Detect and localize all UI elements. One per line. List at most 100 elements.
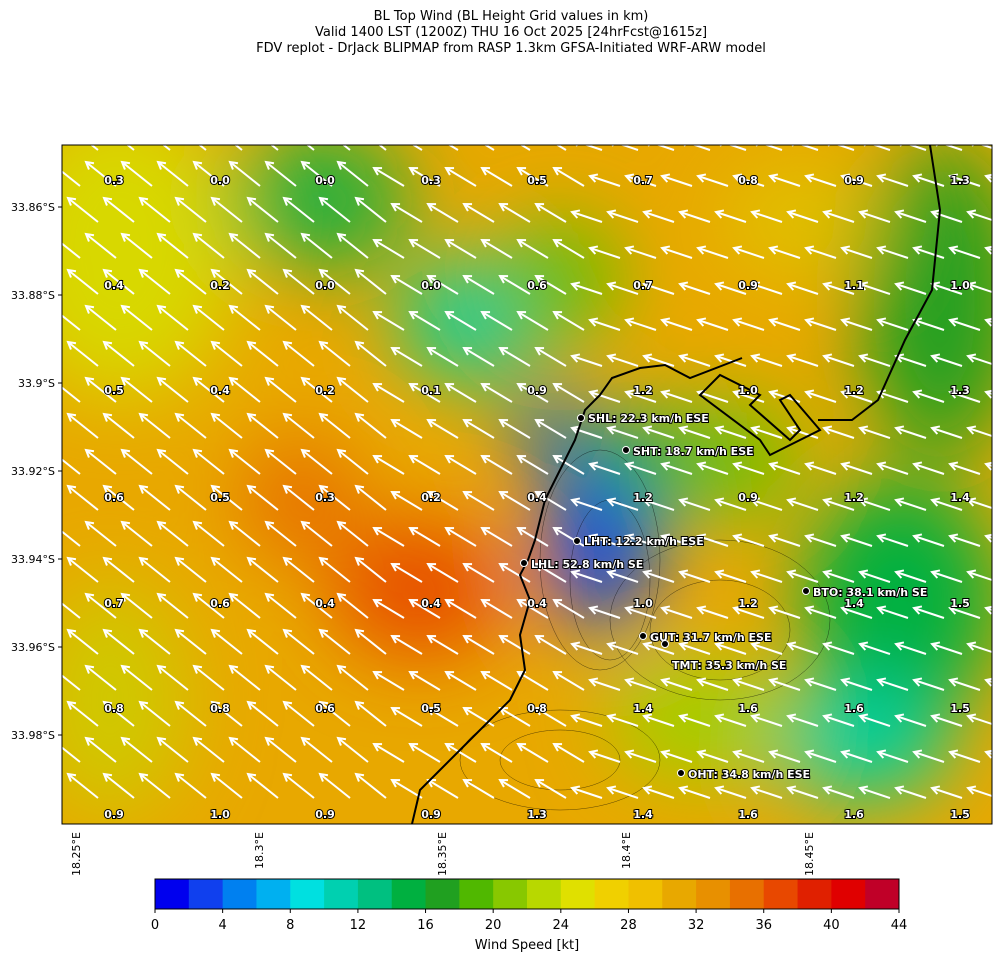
grid-value: 0.2 — [315, 384, 335, 397]
grid-value: 1.5 — [950, 808, 970, 821]
wind-arrow — [912, 533, 945, 547]
wind-arrow — [948, 389, 981, 403]
wind-arrow — [930, 641, 963, 655]
station-marker — [573, 537, 581, 545]
wind-arrow — [426, 490, 459, 511]
wind-arrow — [606, 713, 639, 727]
wind-arrow — [534, 706, 567, 727]
colorbar-segment — [493, 879, 528, 909]
wind-arrow — [768, 533, 801, 547]
wind-arrow — [426, 346, 459, 367]
wind-arrow — [624, 245, 657, 259]
colorbar-segment — [560, 879, 596, 909]
wind-arrow — [156, 592, 189, 619]
wind-arrow — [786, 713, 819, 727]
grid-value: 1.4 — [633, 808, 653, 821]
wind-arrow — [696, 461, 729, 475]
wind-arrow — [264, 592, 297, 619]
wind-arrow — [156, 232, 189, 259]
wind-arrow — [714, 713, 747, 727]
wind-arrow — [444, 310, 477, 331]
wind-arrow — [156, 736, 189, 763]
wind-arrow — [791, 145, 819, 151]
wind-arrow — [966, 713, 992, 726]
wind-arrow — [719, 145, 747, 151]
wind-arrow — [755, 145, 783, 151]
wind-arrow — [102, 412, 135, 439]
wind-arrow — [174, 268, 207, 295]
title-line: FDV replot - DrJack BLIPMAP from RASP 1.… — [256, 41, 766, 56]
wind-arrow — [786, 569, 819, 583]
wind-arrow — [480, 670, 513, 691]
grid-value: 1.0 — [210, 808, 230, 821]
colorbar-tick-label: 44 — [891, 918, 908, 933]
wind-arrow — [840, 533, 873, 547]
wind-arrow — [876, 461, 909, 475]
colorbar-segment — [459, 879, 494, 909]
colorbar-segment — [527, 879, 562, 909]
grid-value: 0.8 — [527, 702, 547, 715]
grid-value: 1.6 — [738, 702, 758, 715]
colorbar-segment — [628, 879, 663, 909]
wind-arrow — [642, 497, 675, 511]
wind-arrow — [534, 202, 567, 223]
wind-arrow — [840, 173, 873, 187]
wind-arrow — [642, 209, 675, 223]
wind-arrow — [66, 556, 99, 583]
wind-arrow — [750, 785, 783, 799]
wind-arrow — [966, 425, 992, 438]
wind-arrow — [174, 628, 207, 655]
wind-arrow — [156, 664, 189, 691]
colorbar-tick-label: 16 — [417, 918, 434, 933]
wind-arrow — [678, 785, 711, 799]
wind-arrow — [516, 382, 549, 403]
wind-arrow — [282, 340, 315, 367]
wind-arrow — [192, 664, 225, 691]
station-label: TMT: 35.3 km/h SE — [672, 659, 786, 672]
wind-arrow — [336, 304, 369, 331]
wind-arrow — [480, 238, 513, 259]
wind-arrow — [156, 304, 189, 331]
wind-arrow — [516, 310, 549, 331]
wind-arrow — [714, 569, 747, 583]
wind-arrow — [984, 173, 992, 183]
wind-arrow — [516, 454, 549, 475]
wind-arrow — [642, 713, 675, 727]
wind-arrow — [408, 238, 441, 259]
wind-arrow — [606, 209, 639, 223]
wind-arrow — [246, 772, 279, 799]
wind-arrow — [228, 736, 261, 763]
wind-arrow — [804, 677, 837, 691]
wind-arrow — [984, 677, 992, 687]
grid-value: 1.3 — [950, 384, 970, 397]
wind-arrow — [678, 641, 711, 655]
wind-arrow — [174, 484, 207, 511]
wind-arrow — [498, 634, 531, 655]
colorbar-segment — [188, 879, 224, 909]
wind-arrow — [678, 569, 711, 583]
wind-arrow — [552, 454, 585, 475]
grid-value: 0.4 — [210, 384, 230, 397]
colorbar-segment — [865, 879, 900, 909]
wind-arrow — [174, 772, 207, 799]
wind-arrow — [120, 448, 153, 475]
colorbar-tick-label: 8 — [286, 918, 294, 933]
wind-arrow — [210, 412, 243, 439]
wind-arrow — [444, 670, 477, 691]
grid-value: 0.4 — [527, 491, 547, 504]
wind-arrow — [930, 785, 963, 799]
wind-arrow — [480, 382, 513, 403]
wind-arrow — [498, 562, 531, 583]
wind-arrow — [462, 202, 495, 223]
wind-arrow — [984, 245, 992, 255]
wind-arrow — [498, 490, 531, 511]
wind-arrow — [408, 454, 441, 475]
colorbar-frame — [154, 878, 900, 910]
wind-arrow — [378, 145, 387, 151]
wind-arrow — [570, 641, 603, 655]
wind-arrow — [912, 677, 945, 691]
wind-arrow — [426, 202, 459, 223]
colorbar-tick-label: 40 — [823, 918, 840, 933]
wind-arrow — [462, 274, 495, 295]
lon-label: 18.25°E — [70, 832, 83, 876]
